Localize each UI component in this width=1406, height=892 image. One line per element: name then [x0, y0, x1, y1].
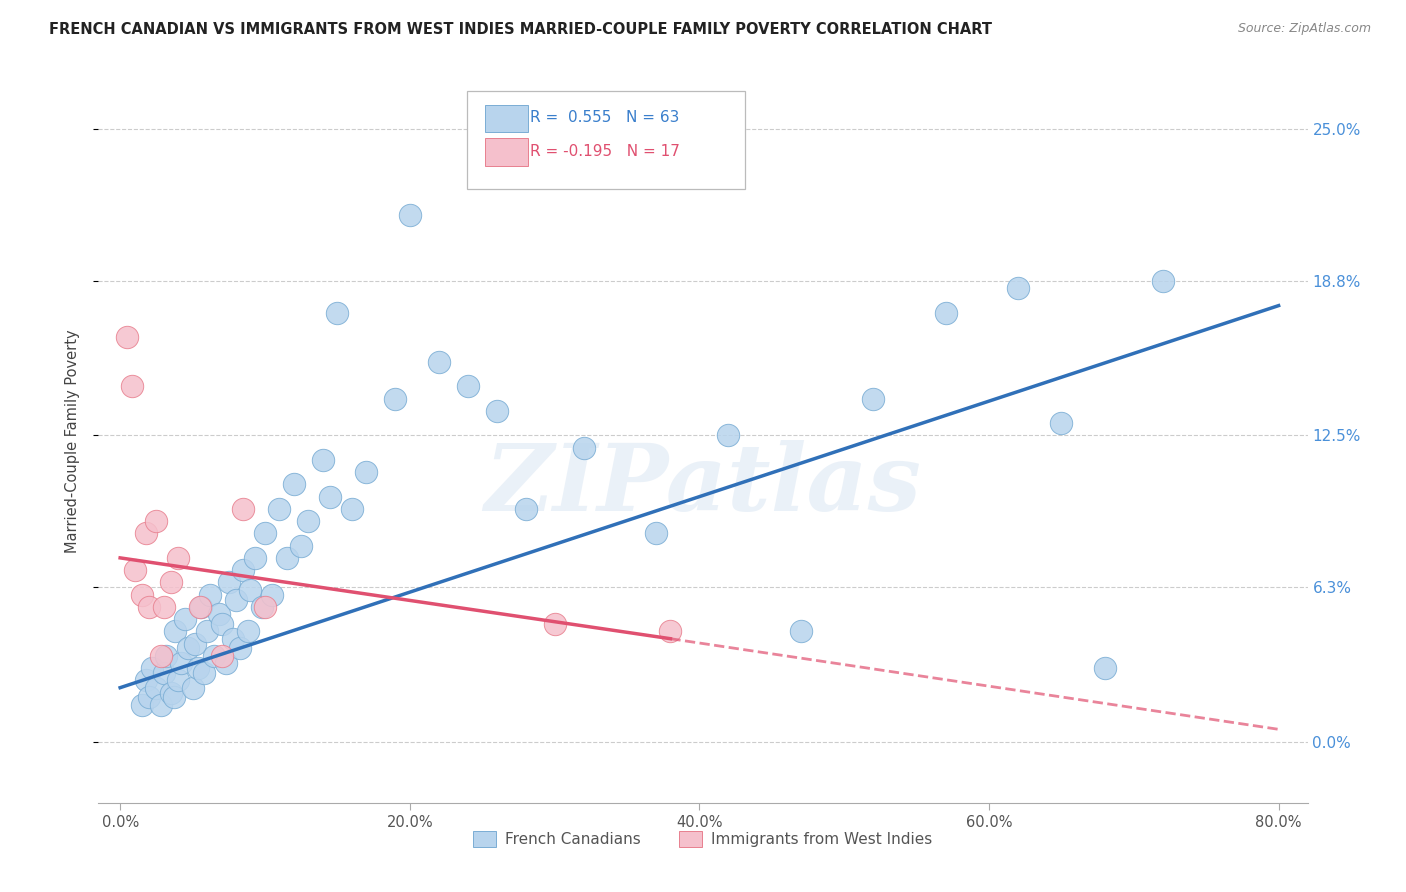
Point: [184, 637, 207, 651]
Point: [149, 698, 172, 712]
Point: [222, 632, 245, 646]
Point: [232, 563, 254, 577]
Point: [427, 355, 450, 369]
Point: [170, 656, 193, 670]
Point: [135, 526, 157, 541]
Point: [290, 539, 312, 553]
Text: ZIPatlas: ZIPatlas: [485, 440, 921, 530]
Point: [165, 624, 187, 639]
Point: [117, 330, 139, 344]
Point: [138, 599, 160, 614]
Point: [167, 673, 190, 688]
Legend: French Canadians, Immigrants from West Indies: French Canadians, Immigrants from West I…: [467, 825, 939, 853]
Point: [253, 599, 276, 614]
Point: [384, 392, 406, 406]
Point: [236, 624, 259, 639]
Point: [1152, 274, 1174, 288]
Point: [276, 550, 298, 565]
Point: [572, 441, 595, 455]
Point: [207, 607, 229, 622]
Point: [515, 502, 537, 516]
Point: [149, 648, 172, 663]
Point: [138, 690, 160, 705]
Point: [167, 550, 190, 565]
Point: [218, 575, 240, 590]
Point: [543, 617, 565, 632]
Point: [717, 428, 740, 442]
Point: [250, 599, 273, 614]
Point: [181, 681, 204, 695]
Point: [211, 648, 233, 663]
Point: [1050, 416, 1073, 430]
Point: [262, 588, 284, 602]
Point: [155, 648, 177, 663]
Point: [319, 490, 342, 504]
Point: [232, 502, 254, 516]
Point: [215, 656, 238, 670]
Point: [790, 624, 813, 639]
FancyBboxPatch shape: [467, 91, 745, 189]
Text: Source: ZipAtlas.com: Source: ZipAtlas.com: [1237, 22, 1371, 36]
Point: [297, 514, 319, 528]
Point: [935, 306, 957, 320]
FancyBboxPatch shape: [485, 105, 527, 132]
Text: R =  0.555   N = 63: R = 0.555 N = 63: [530, 111, 679, 126]
Point: [163, 690, 186, 705]
Point: [340, 502, 363, 516]
Point: [177, 641, 200, 656]
Point: [188, 599, 211, 614]
Point: [124, 563, 146, 577]
Point: [131, 588, 153, 602]
Point: [457, 379, 479, 393]
Point: [145, 681, 167, 695]
Point: [195, 624, 218, 639]
Point: [131, 698, 153, 712]
Point: [269, 502, 291, 516]
Point: [229, 641, 252, 656]
Point: [193, 665, 215, 680]
Point: [225, 592, 247, 607]
Point: [312, 453, 335, 467]
Point: [211, 617, 233, 632]
Point: [243, 550, 266, 565]
Point: [253, 526, 276, 541]
Point: [187, 661, 209, 675]
Point: [326, 306, 349, 320]
Point: [1007, 281, 1029, 295]
Point: [283, 477, 305, 491]
FancyBboxPatch shape: [485, 138, 527, 166]
Point: [356, 465, 378, 479]
Y-axis label: Married-Couple Family Poverty: Married-Couple Family Poverty: [65, 330, 80, 553]
Text: FRENCH CANADIAN VS IMMIGRANTS FROM WEST INDIES MARRIED-COUPLE FAMILY POVERTY COR: FRENCH CANADIAN VS IMMIGRANTS FROM WEST …: [49, 22, 993, 37]
Text: R = -0.195   N = 17: R = -0.195 N = 17: [530, 144, 681, 159]
Point: [398, 208, 420, 222]
Point: [141, 661, 163, 675]
Point: [862, 392, 884, 406]
Point: [485, 404, 508, 418]
Point: [145, 514, 167, 528]
Point: [152, 665, 174, 680]
Point: [159, 685, 181, 699]
Point: [645, 526, 668, 541]
Point: [659, 624, 682, 639]
Point: [121, 379, 143, 393]
Point: [190, 599, 212, 614]
Point: [159, 575, 181, 590]
Point: [135, 673, 157, 688]
Point: [202, 648, 225, 663]
Point: [174, 612, 197, 626]
Point: [239, 582, 262, 597]
Point: [1094, 661, 1116, 675]
Point: [152, 599, 174, 614]
Point: [198, 588, 221, 602]
